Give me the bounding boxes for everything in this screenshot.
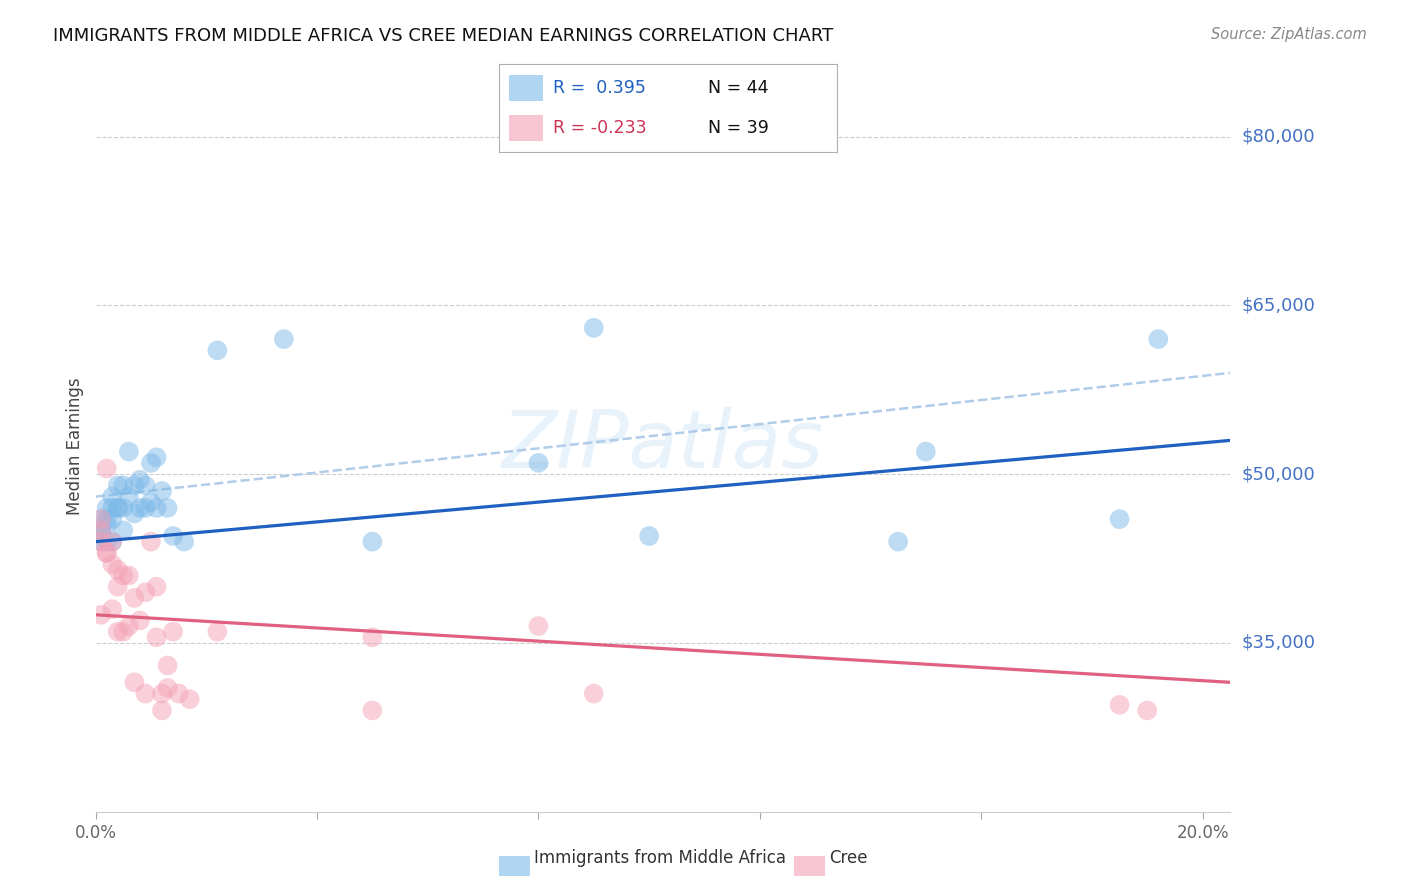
Point (134, 500, 156, 515)
Point (96, 461, 118, 475)
Point (1108, 698, 1130, 712)
Point (139, 495, 162, 509)
Point (112, 624, 135, 639)
Point (90, 534, 112, 549)
Point (150, 483, 173, 498)
Point (527, 456, 550, 470)
Point (1108, 512, 1130, 526)
Point (527, 619, 550, 633)
Point (145, 630, 167, 644)
Point (207, 343, 229, 358)
Point (145, 580, 167, 594)
Point (107, 500, 129, 515)
Point (112, 500, 135, 515)
Point (90, 524, 112, 538)
Point (101, 557, 124, 571)
Point (107, 500, 129, 515)
Text: Cree: Cree (830, 849, 868, 867)
Point (139, 534, 162, 549)
Point (150, 687, 173, 701)
Point (124, 478, 146, 492)
Point (145, 500, 167, 515)
Text: IMMIGRANTS FROM MIDDLE AFRICA VS CREE MEDIAN EARNINGS CORRELATION CHART: IMMIGRANTS FROM MIDDLE AFRICA VS CREE ME… (53, 27, 834, 45)
Point (101, 534, 124, 549)
Text: $35,000: $35,000 (1241, 634, 1316, 652)
Point (134, 585, 156, 599)
Text: N = 44: N = 44 (709, 78, 769, 97)
Point (156, 658, 179, 673)
Point (361, 703, 384, 717)
Point (96, 534, 118, 549)
Text: R = -0.233: R = -0.233 (553, 119, 647, 137)
Point (134, 478, 156, 492)
Point (128, 614, 150, 628)
Point (107, 478, 129, 492)
Text: $50,000: $50,000 (1241, 465, 1315, 483)
Point (90, 512, 112, 526)
Point (96, 500, 118, 515)
Point (156, 681, 179, 695)
Point (112, 524, 135, 538)
Point (96, 546, 118, 560)
Point (582, 321, 605, 335)
Text: $80,000: $80,000 (1241, 128, 1315, 145)
Point (124, 591, 146, 605)
Point (101, 490, 124, 504)
Point (1136, 703, 1159, 717)
Point (361, 534, 384, 549)
Bar (509, 115, 543, 141)
Point (179, 692, 201, 706)
Point (162, 624, 184, 639)
Point (361, 630, 384, 644)
Text: $65,000: $65,000 (1241, 296, 1315, 314)
Point (96, 546, 118, 560)
Point (90, 607, 112, 622)
Point (156, 500, 179, 515)
Point (273, 332, 295, 346)
Point (118, 619, 141, 633)
Point (90, 534, 112, 549)
Point (1147, 332, 1170, 346)
Point (124, 675, 146, 690)
Point (162, 529, 184, 543)
Point (118, 444, 141, 458)
Point (101, 512, 124, 526)
Point (101, 602, 124, 616)
Point (167, 687, 190, 701)
Point (96, 512, 118, 526)
Text: N = 39: N = 39 (709, 119, 769, 137)
Point (128, 473, 150, 487)
Point (112, 568, 135, 582)
Point (128, 500, 150, 515)
Point (118, 490, 141, 504)
Text: ZIP​atlas: ZIP​atlas (502, 407, 824, 485)
Text: R =  0.395: R = 0.395 (553, 78, 645, 97)
Point (150, 703, 173, 717)
Point (107, 563, 129, 577)
Point (90, 524, 112, 538)
Point (90, 512, 112, 526)
Point (90, 524, 112, 538)
Point (107, 580, 129, 594)
Point (96, 517, 118, 532)
Point (118, 568, 141, 582)
Point (112, 478, 135, 492)
Point (207, 624, 229, 639)
Text: Source: ZipAtlas.com: Source: ZipAtlas.com (1211, 27, 1367, 42)
Point (145, 450, 167, 465)
Y-axis label: Median Earnings: Median Earnings (66, 377, 84, 515)
Point (173, 534, 195, 549)
Point (582, 687, 605, 701)
Text: Immigrants from Middle Africa: Immigrants from Middle Africa (534, 849, 786, 867)
Point (124, 507, 146, 521)
Point (914, 444, 936, 458)
Bar (509, 75, 543, 101)
Point (134, 687, 156, 701)
Point (101, 500, 124, 515)
Point (101, 534, 124, 549)
Point (887, 534, 910, 549)
Point (107, 624, 129, 639)
Point (638, 529, 661, 543)
Point (139, 456, 162, 470)
